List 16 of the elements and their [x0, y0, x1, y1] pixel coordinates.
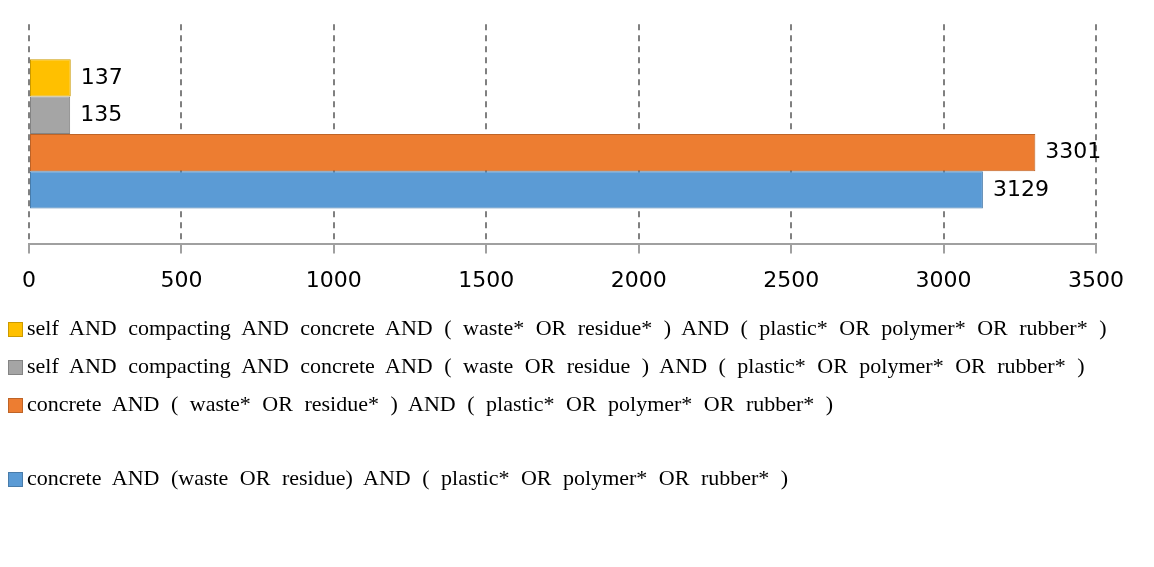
data-label: 3301 — [1045, 138, 1102, 164]
legend-label: concrete AND ( waste* OR residue* ) AND ( plastic* OR polymer* OR rubber* ) — [27, 390, 834, 418]
legend-label: self AND compacting AND concrete AND ( waste* OR residue* ) AND ( plastic* OR polymer* OR rubber* ) — [27, 314, 1107, 342]
legend-label: concrete AND (waste OR residue) AND ( plastic* OR polymer* OR rubber* ) — [27, 464, 789, 492]
x-tick-label: 3000 — [915, 266, 972, 292]
x-tick-label: 1000 — [305, 266, 362, 292]
data-label: 3129 — [992, 175, 1049, 201]
x-tick-label: 0 — [22, 266, 36, 292]
x-tick-label: 2500 — [763, 266, 820, 292]
x-tick-label: 2000 — [610, 266, 667, 292]
legend-label: self AND compacting AND concrete AND ( waste OR residue ) AND ( plastic* OR polymer* OR rubber* ) — [27, 352, 1085, 380]
data-label: 137 — [80, 63, 123, 89]
x-tick-label: 1500 — [458, 266, 515, 292]
x-tick-label: 3500 — [1068, 266, 1125, 292]
data-label: 135 — [80, 100, 123, 126]
x-tick-label: 500 — [160, 266, 203, 292]
